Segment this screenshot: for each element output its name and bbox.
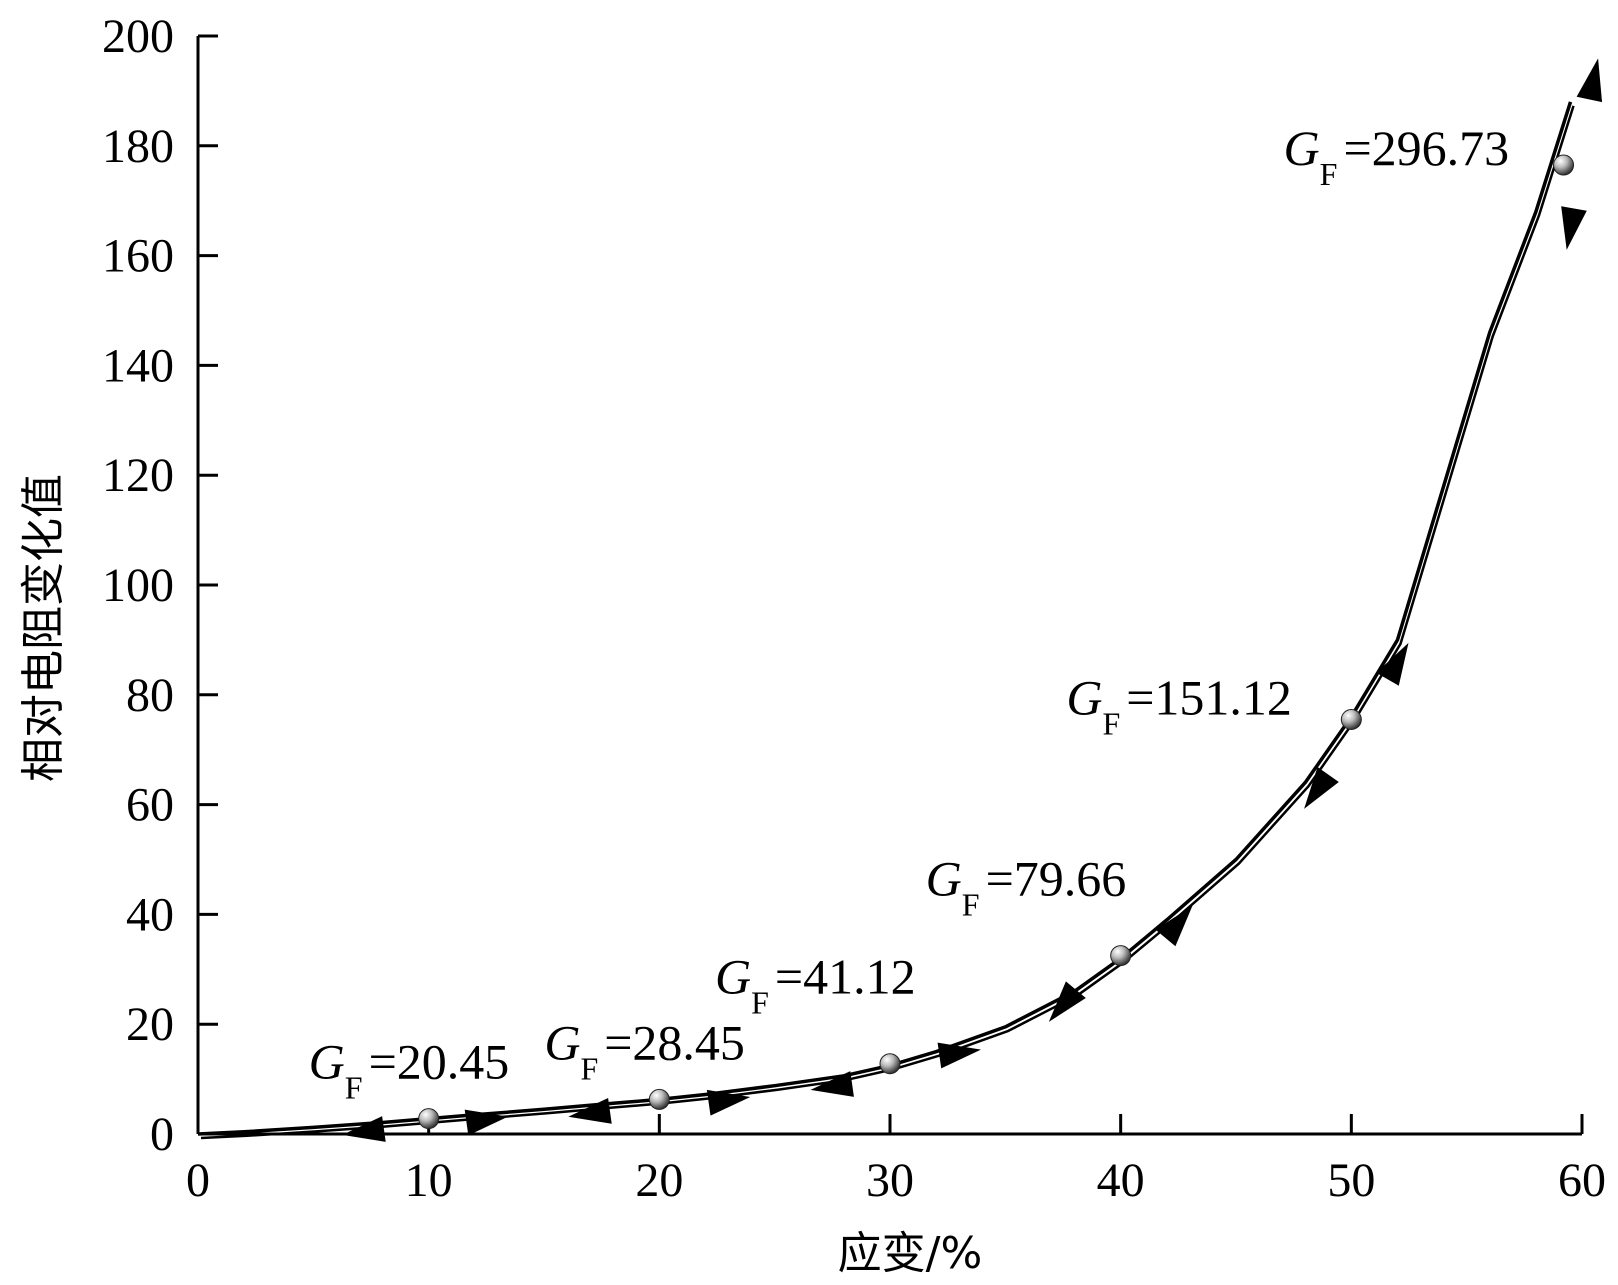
gf-label: GF =151.12 — [1066, 670, 1292, 742]
x-tick-label: 60 — [1558, 1154, 1606, 1207]
gf-marker — [1340, 709, 1362, 731]
y-tick-label: 160 — [102, 230, 174, 283]
series-line-return — [200, 105, 1575, 1140]
direction-arrow — [1304, 767, 1339, 809]
direction-arrow — [342, 1116, 386, 1142]
gf-label: GF =79.66 — [926, 851, 1127, 923]
direction-arrow — [1576, 58, 1603, 103]
y-tick-label: 180 — [102, 120, 174, 173]
gf-marker — [1110, 945, 1132, 967]
x-axis-title: 应变/% — [838, 1228, 983, 1279]
x-tick-label: 50 — [1327, 1154, 1375, 1207]
direction-arrow — [1048, 981, 1086, 1022]
x-tick-label: 0 — [186, 1154, 210, 1207]
y-tick-label: 0 — [150, 1108, 174, 1161]
direction-arrow — [1561, 206, 1587, 250]
gf-marker — [1553, 154, 1575, 176]
gf-label: GF =28.45 — [544, 1014, 745, 1086]
y-tick-label: 140 — [102, 339, 174, 392]
x-axis: 0 10 20 30 40 50 60 — [186, 1114, 1606, 1207]
gf-label: GF =41.12 — [715, 949, 916, 1021]
gf-marker — [648, 1088, 670, 1110]
gf-label: GF =20.45 — [309, 1034, 510, 1106]
y-tick-label: 20 — [126, 998, 174, 1051]
direction-arrow — [810, 1071, 854, 1097]
y-tick-label: 100 — [102, 559, 174, 612]
y-axis: 0 20 40 60 80 100 120 140 160 180 200 — [102, 10, 218, 1161]
x-tick-label: 10 — [405, 1154, 453, 1207]
y-tick-label: 40 — [126, 888, 174, 941]
direction-arrow — [1155, 905, 1193, 947]
y-axis-title: 相对电阻变化值 — [18, 474, 69, 782]
gf-marker — [879, 1053, 901, 1075]
direction-arrow — [706, 1089, 751, 1116]
x-tick-label: 20 — [635, 1154, 683, 1207]
y-tick-label: 120 — [102, 449, 174, 502]
direction-arrow — [937, 1042, 981, 1069]
direction-arrow — [568, 1098, 612, 1124]
direction-arrow — [1376, 642, 1409, 686]
x-tick-label: 30 — [866, 1154, 914, 1207]
gf-label: GF =296.73 — [1284, 120, 1510, 192]
y-tick-label: 80 — [126, 669, 174, 722]
y-tick-label: 60 — [126, 779, 174, 832]
gf-marker — [418, 1108, 440, 1130]
y-tick-label: 200 — [102, 10, 174, 63]
x-tick-label: 40 — [1097, 1154, 1145, 1207]
direction-arrow — [464, 1109, 509, 1136]
